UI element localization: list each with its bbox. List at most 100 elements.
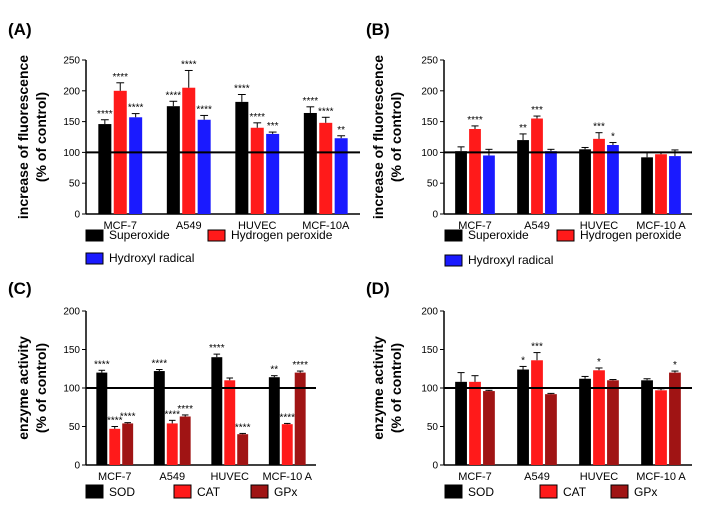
significance-label: * <box>597 357 601 368</box>
bar-superoxide <box>579 149 591 214</box>
y-axis-title: enzyme activity <box>15 336 31 440</box>
bar-cat <box>655 390 667 465</box>
significance-label: **** <box>177 404 193 415</box>
panel-label: (A) <box>8 20 32 39</box>
legend-swatch <box>444 254 463 267</box>
bar-hydroxyl-radical <box>669 156 681 214</box>
y-tick-label: 150 <box>421 117 438 128</box>
y-tick-label: 150 <box>421 345 438 356</box>
bar-superoxide <box>98 124 112 214</box>
significance-label: *** <box>531 342 543 353</box>
legend-swatch <box>85 252 104 265</box>
x-category-label: MCF-7 <box>98 471 132 483</box>
x-category-label: A549 <box>159 471 185 483</box>
legend-swatch <box>444 484 463 499</box>
significance-label: **** <box>234 83 250 94</box>
panel-label: (B) <box>366 20 390 39</box>
bar-hydrogen-peroxide <box>655 154 667 214</box>
bar-sod <box>153 371 165 465</box>
bar-superoxide <box>166 106 180 214</box>
significance-label: **** <box>97 109 113 120</box>
significance-label: **** <box>249 112 265 123</box>
bar-superoxide <box>235 101 249 214</box>
bar-hydrogen-peroxide <box>182 87 196 214</box>
x-category-label: MCF-7 <box>458 220 492 232</box>
bar-hydroxyl-radical <box>607 145 619 214</box>
x-category-label: HUVEC <box>238 220 277 232</box>
legend-swatch <box>250 484 269 499</box>
x-category-label: MCF-7 <box>458 471 492 483</box>
bar-gpx <box>237 434 249 465</box>
significance-label: * <box>611 132 615 143</box>
bar-sod <box>268 377 280 465</box>
y-tick-label: 200 <box>421 86 438 97</box>
legend-swatch <box>556 229 575 242</box>
bar-gpx <box>607 380 619 465</box>
bar-hydroxyl-radical <box>483 155 495 214</box>
chart-panel-1: (A) increase of fluorescence (% of control… <box>8 20 360 265</box>
significance-label: **** <box>292 360 308 371</box>
legend-label: Superoxide <box>468 228 529 242</box>
chart-panel-2: (B) increase of fluorescence (% of control… <box>366 20 692 267</box>
bar-hydroxyl-radical <box>334 138 348 214</box>
x-category-label: MCF-10A <box>302 220 350 232</box>
chart-panel-4: (D) enzyme activity (% of control) 0 50 100 15… <box>366 279 692 499</box>
x-category-label: MCF-10 A <box>262 471 312 483</box>
bar-superoxide <box>303 112 317 214</box>
bar-hydroxyl-radical <box>129 117 143 214</box>
y-axis-title: (% of control) <box>388 343 404 433</box>
significance-label: **** <box>467 115 483 126</box>
legend-label: SOD <box>109 485 135 499</box>
bar-hydrogen-peroxide <box>319 122 333 214</box>
y-tick-label: 100 <box>421 148 438 159</box>
bar-hydroxyl-radical <box>266 133 280 214</box>
bar-hydroxyl-radical <box>197 119 211 214</box>
y-tick-label: 0 <box>432 210 438 221</box>
y-tick-label: 150 <box>63 117 80 128</box>
legend-swatch <box>610 484 629 499</box>
bar-sod <box>455 381 467 465</box>
bar-superoxide <box>455 151 467 214</box>
y-axis-title: (% of control) <box>33 343 49 433</box>
legend-label: GPx <box>274 485 297 499</box>
significance-label: *** <box>531 105 543 116</box>
legend-label: CAT <box>197 485 221 499</box>
x-category-label: A549 <box>524 220 550 232</box>
significance-label: **** <box>152 359 168 370</box>
y-tick-label: 50 <box>427 179 439 190</box>
x-category-label: MCF-10 A <box>636 220 686 232</box>
significance-label: ** <box>337 125 345 136</box>
bar-cat <box>531 360 543 465</box>
bar-gpx <box>122 423 134 465</box>
significance-label: **** <box>120 412 136 423</box>
bar-sod <box>641 380 653 465</box>
y-tick-label: 0 <box>74 210 80 221</box>
significance-label: **** <box>235 422 251 433</box>
y-tick-label: 250 <box>421 56 438 67</box>
y-tick-label: 0 <box>74 461 80 472</box>
y-tick-label: 100 <box>63 148 80 159</box>
bar-sod <box>211 357 223 465</box>
legend-label: Hydrogen peroxide <box>231 228 333 242</box>
significance-label: **** <box>94 359 110 370</box>
legend-label: SOD <box>468 485 494 499</box>
y-tick-label: 100 <box>63 384 80 395</box>
x-category-label: HUVEC <box>210 471 249 483</box>
significance-label: **** <box>318 106 334 117</box>
significance-label: **** <box>128 103 144 114</box>
bar-cat <box>469 381 481 465</box>
bar-hydrogen-peroxide <box>469 128 481 214</box>
y-tick-label: 100 <box>421 384 438 395</box>
legend-swatch <box>173 484 192 499</box>
chart-panel-3: (C) enzyme activity (% of control) 0 50 100 15… <box>8 279 316 499</box>
significance-label: ** <box>519 123 527 134</box>
significance-label: **** <box>279 412 295 423</box>
significance-label: **** <box>181 59 197 70</box>
bar-sod <box>579 378 591 465</box>
significance-label: * <box>521 355 525 366</box>
y-axis-title: enzyme activity <box>370 336 386 440</box>
y-axis-title: (% of control) <box>388 92 404 182</box>
y-axis-title: increase of fluorescence <box>15 55 31 219</box>
x-category-label: MCF-7 <box>103 220 137 232</box>
